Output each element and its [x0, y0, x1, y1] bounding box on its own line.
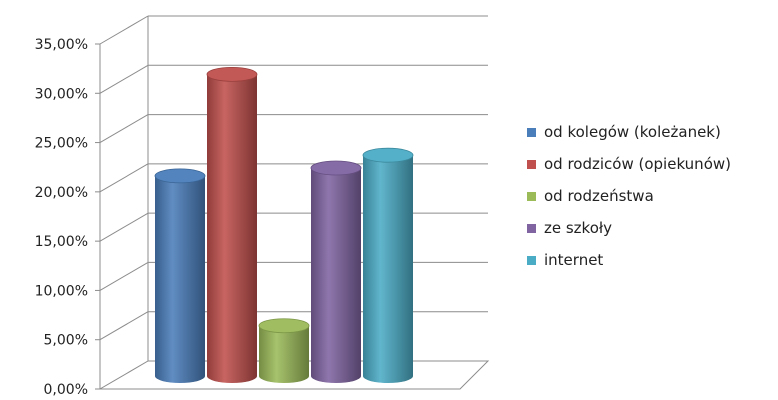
y-tick-label: 20,00%	[35, 185, 88, 201]
gridline	[99, 212, 149, 242]
bar	[258, 318, 310, 383]
legend-item: od rodzeństwa	[527, 180, 731, 212]
bar-body	[155, 175, 205, 383]
legend-item: od kolegów (koleżanek)	[527, 116, 731, 148]
legend-swatch	[527, 159, 536, 169]
bar-body	[259, 325, 309, 383]
y-tick-label: 30,00%	[35, 86, 88, 102]
bars	[154, 66, 414, 383]
gridline	[99, 114, 149, 144]
legend-swatch	[527, 255, 536, 265]
chart-walls	[98, 16, 490, 390]
bar-top	[310, 160, 362, 176]
y-tick-label: 5,00%	[44, 333, 88, 349]
gridline	[99, 311, 149, 341]
bar-top	[206, 66, 258, 82]
gridline	[99, 64, 149, 94]
floor	[98, 360, 490, 390]
y-tick-label: 35,00%	[35, 37, 88, 53]
bar-body	[311, 168, 361, 383]
y-tick-label: 15,00%	[35, 234, 88, 250]
legend: od kolegów (koleżanek) od rodziców (opie…	[527, 116, 731, 276]
gridline	[99, 15, 149, 45]
legend-label: od rodziców (opiekunów)	[544, 155, 731, 173]
gridline	[99, 163, 149, 193]
y-tick-label: 10,00%	[35, 283, 88, 299]
bar	[310, 160, 362, 383]
legend-item: internet	[527, 244, 731, 276]
legend-label: od rodzeństwa	[544, 187, 654, 205]
y-tick-label: 25,00%	[35, 136, 88, 152]
gridline	[99, 261, 149, 291]
legend-item: ze szkoły	[527, 212, 731, 244]
bar-top	[154, 168, 206, 184]
bar-body	[363, 155, 413, 383]
bar-top	[362, 147, 414, 163]
legend-swatch	[527, 127, 536, 137]
bar	[206, 66, 258, 383]
y-axis: 0,00% 5,00% 10,00% 15,00% 20,00% 25,00% 30,00%…	[35, 37, 100, 398]
legend-label: od kolegów (koleżanek)	[544, 123, 721, 141]
legend-label: ze szkoły	[544, 219, 613, 237]
bar-body	[207, 74, 257, 383]
bar-top	[258, 318, 310, 334]
legend-label: internet	[544, 251, 604, 269]
legend-swatch	[527, 223, 536, 233]
legend-swatch	[527, 191, 536, 201]
bar	[362, 147, 414, 383]
bar	[154, 168, 206, 383]
legend-item: od rodziców (opiekunów)	[527, 148, 731, 180]
y-tick-label: 0,00%	[44, 382, 88, 398]
